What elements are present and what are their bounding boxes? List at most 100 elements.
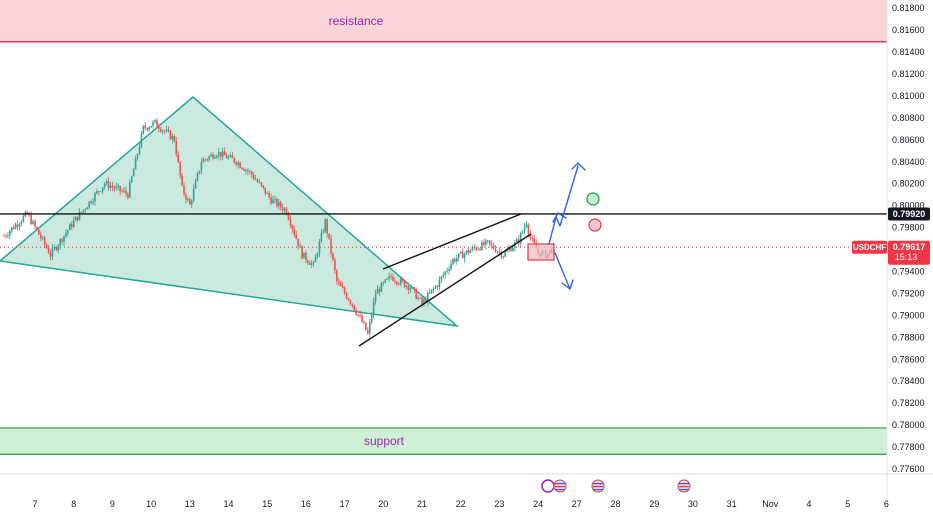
candle-body — [252, 174, 255, 179]
candle-body — [98, 191, 100, 192]
candle-body — [264, 187, 267, 194]
candle-body — [61, 239, 63, 242]
time-tick-label: 29 — [649, 499, 659, 509]
event-markers[interactable] — [541, 479, 691, 493]
time-tick-label: 17 — [340, 499, 350, 509]
candle-body — [498, 251, 501, 253]
candle-body — [214, 157, 216, 159]
candle-body — [295, 234, 298, 239]
candle-body — [123, 190, 125, 192]
candle-body — [129, 182, 131, 198]
triangle-pattern[interactable] — [0, 96, 460, 328]
candle-body — [10, 227, 13, 232]
price-axis[interactable]: 0.81800 0.81600 0.81400 0.81200 0.81000 0.808… — [886, 0, 925, 511]
candle-body — [397, 283, 400, 285]
candle-body — [337, 281, 340, 283]
candle-body — [144, 125, 147, 129]
candle-body — [233, 158, 236, 163]
candle-body — [328, 233, 330, 239]
candle-body — [47, 248, 50, 254]
candle-body — [276, 198, 278, 206]
candle-body — [399, 278, 402, 284]
event-marker[interactable] — [591, 479, 605, 493]
bullish-scenario-arrow[interactable] — [548, 162, 586, 245]
candle-body — [266, 192, 268, 194]
price-tick-label: 0.81000 — [892, 91, 925, 101]
candle-body — [194, 180, 197, 189]
time-tick-label: Nov — [762, 499, 779, 509]
candle-body — [525, 224, 528, 227]
candle-body — [142, 125, 145, 134]
green-target-circle[interactable] — [586, 192, 600, 206]
candle-body — [20, 221, 23, 225]
price-tick-label: 0.77600 — [892, 464, 925, 474]
candle-body — [55, 247, 58, 250]
price-tick-label: 0.81600 — [892, 25, 925, 35]
price-tick-label: 0.80600 — [892, 135, 925, 145]
candle-body — [38, 229, 40, 235]
candle-body — [78, 211, 81, 221]
candle-body — [154, 119, 156, 122]
candle-body — [94, 193, 96, 202]
candle-body — [425, 299, 427, 303]
candle-body — [299, 246, 301, 248]
candle-body — [243, 168, 245, 171]
time-axis[interactable]: 7 8 9 10 13 14 15 16 17 20 21 22 23 24 27 28 29 30 31 Nov 4 5… — [0, 473, 933, 509]
candle-body — [227, 156, 230, 159]
candle-body — [109, 185, 112, 188]
candle-body — [245, 170, 247, 171]
red-target-circle[interactable] — [588, 218, 602, 232]
candle-body — [212, 154, 214, 159]
candle-body — [457, 253, 460, 259]
candle-body — [382, 282, 385, 284]
price-tick-label: 0.80400 — [892, 157, 925, 167]
candle-body — [206, 159, 209, 161]
candle-body — [221, 151, 224, 157]
candle-body — [190, 200, 193, 205]
candle-body — [127, 193, 129, 198]
candle-body — [156, 119, 158, 127]
candle-body — [419, 297, 421, 299]
candle-body — [396, 281, 398, 284]
time-tick-label: 4 — [806, 499, 811, 509]
candle-body — [490, 243, 493, 245]
candle-body — [370, 314, 373, 323]
consolidation-box[interactable] — [527, 243, 555, 261]
bearish-scenario-arrow[interactable] — [554, 252, 574, 290]
candle-body — [310, 263, 313, 265]
time-tick-label: 24 — [533, 499, 543, 509]
time-tick-label: 14 — [223, 499, 233, 509]
wedge-upper-line[interactable] — [382, 213, 522, 270]
support-zone — [0, 427, 887, 455]
time-tick-label: 16 — [301, 499, 311, 509]
candle-body — [479, 248, 481, 250]
candle-body — [336, 270, 338, 282]
candle-body — [171, 135, 174, 140]
countdown-text: 15:13 — [895, 252, 918, 262]
event-marker[interactable] — [541, 479, 567, 493]
candle-body — [448, 269, 450, 271]
candle-body — [225, 155, 228, 159]
price-tick-label: 0.79800 — [892, 223, 925, 233]
candle-body — [365, 322, 367, 331]
candle-body — [483, 242, 485, 246]
time-tick-label: 13 — [185, 499, 195, 509]
candle-body — [202, 159, 205, 163]
event-marker[interactable] — [677, 479, 691, 493]
candle-body — [392, 276, 394, 281]
candle-body — [473, 247, 476, 249]
candle-body — [471, 247, 474, 251]
candle-body — [305, 252, 307, 261]
candle-body — [454, 259, 456, 262]
candle-body — [92, 201, 94, 204]
candle-body — [111, 185, 114, 188]
candle-body — [189, 199, 191, 205]
candle-body — [427, 293, 429, 303]
candle-body — [7, 235, 9, 237]
wedge-lower-line[interactable] — [358, 233, 532, 347]
candle-body — [198, 170, 201, 173]
candle-body — [63, 235, 65, 242]
candle-body — [88, 201, 90, 208]
